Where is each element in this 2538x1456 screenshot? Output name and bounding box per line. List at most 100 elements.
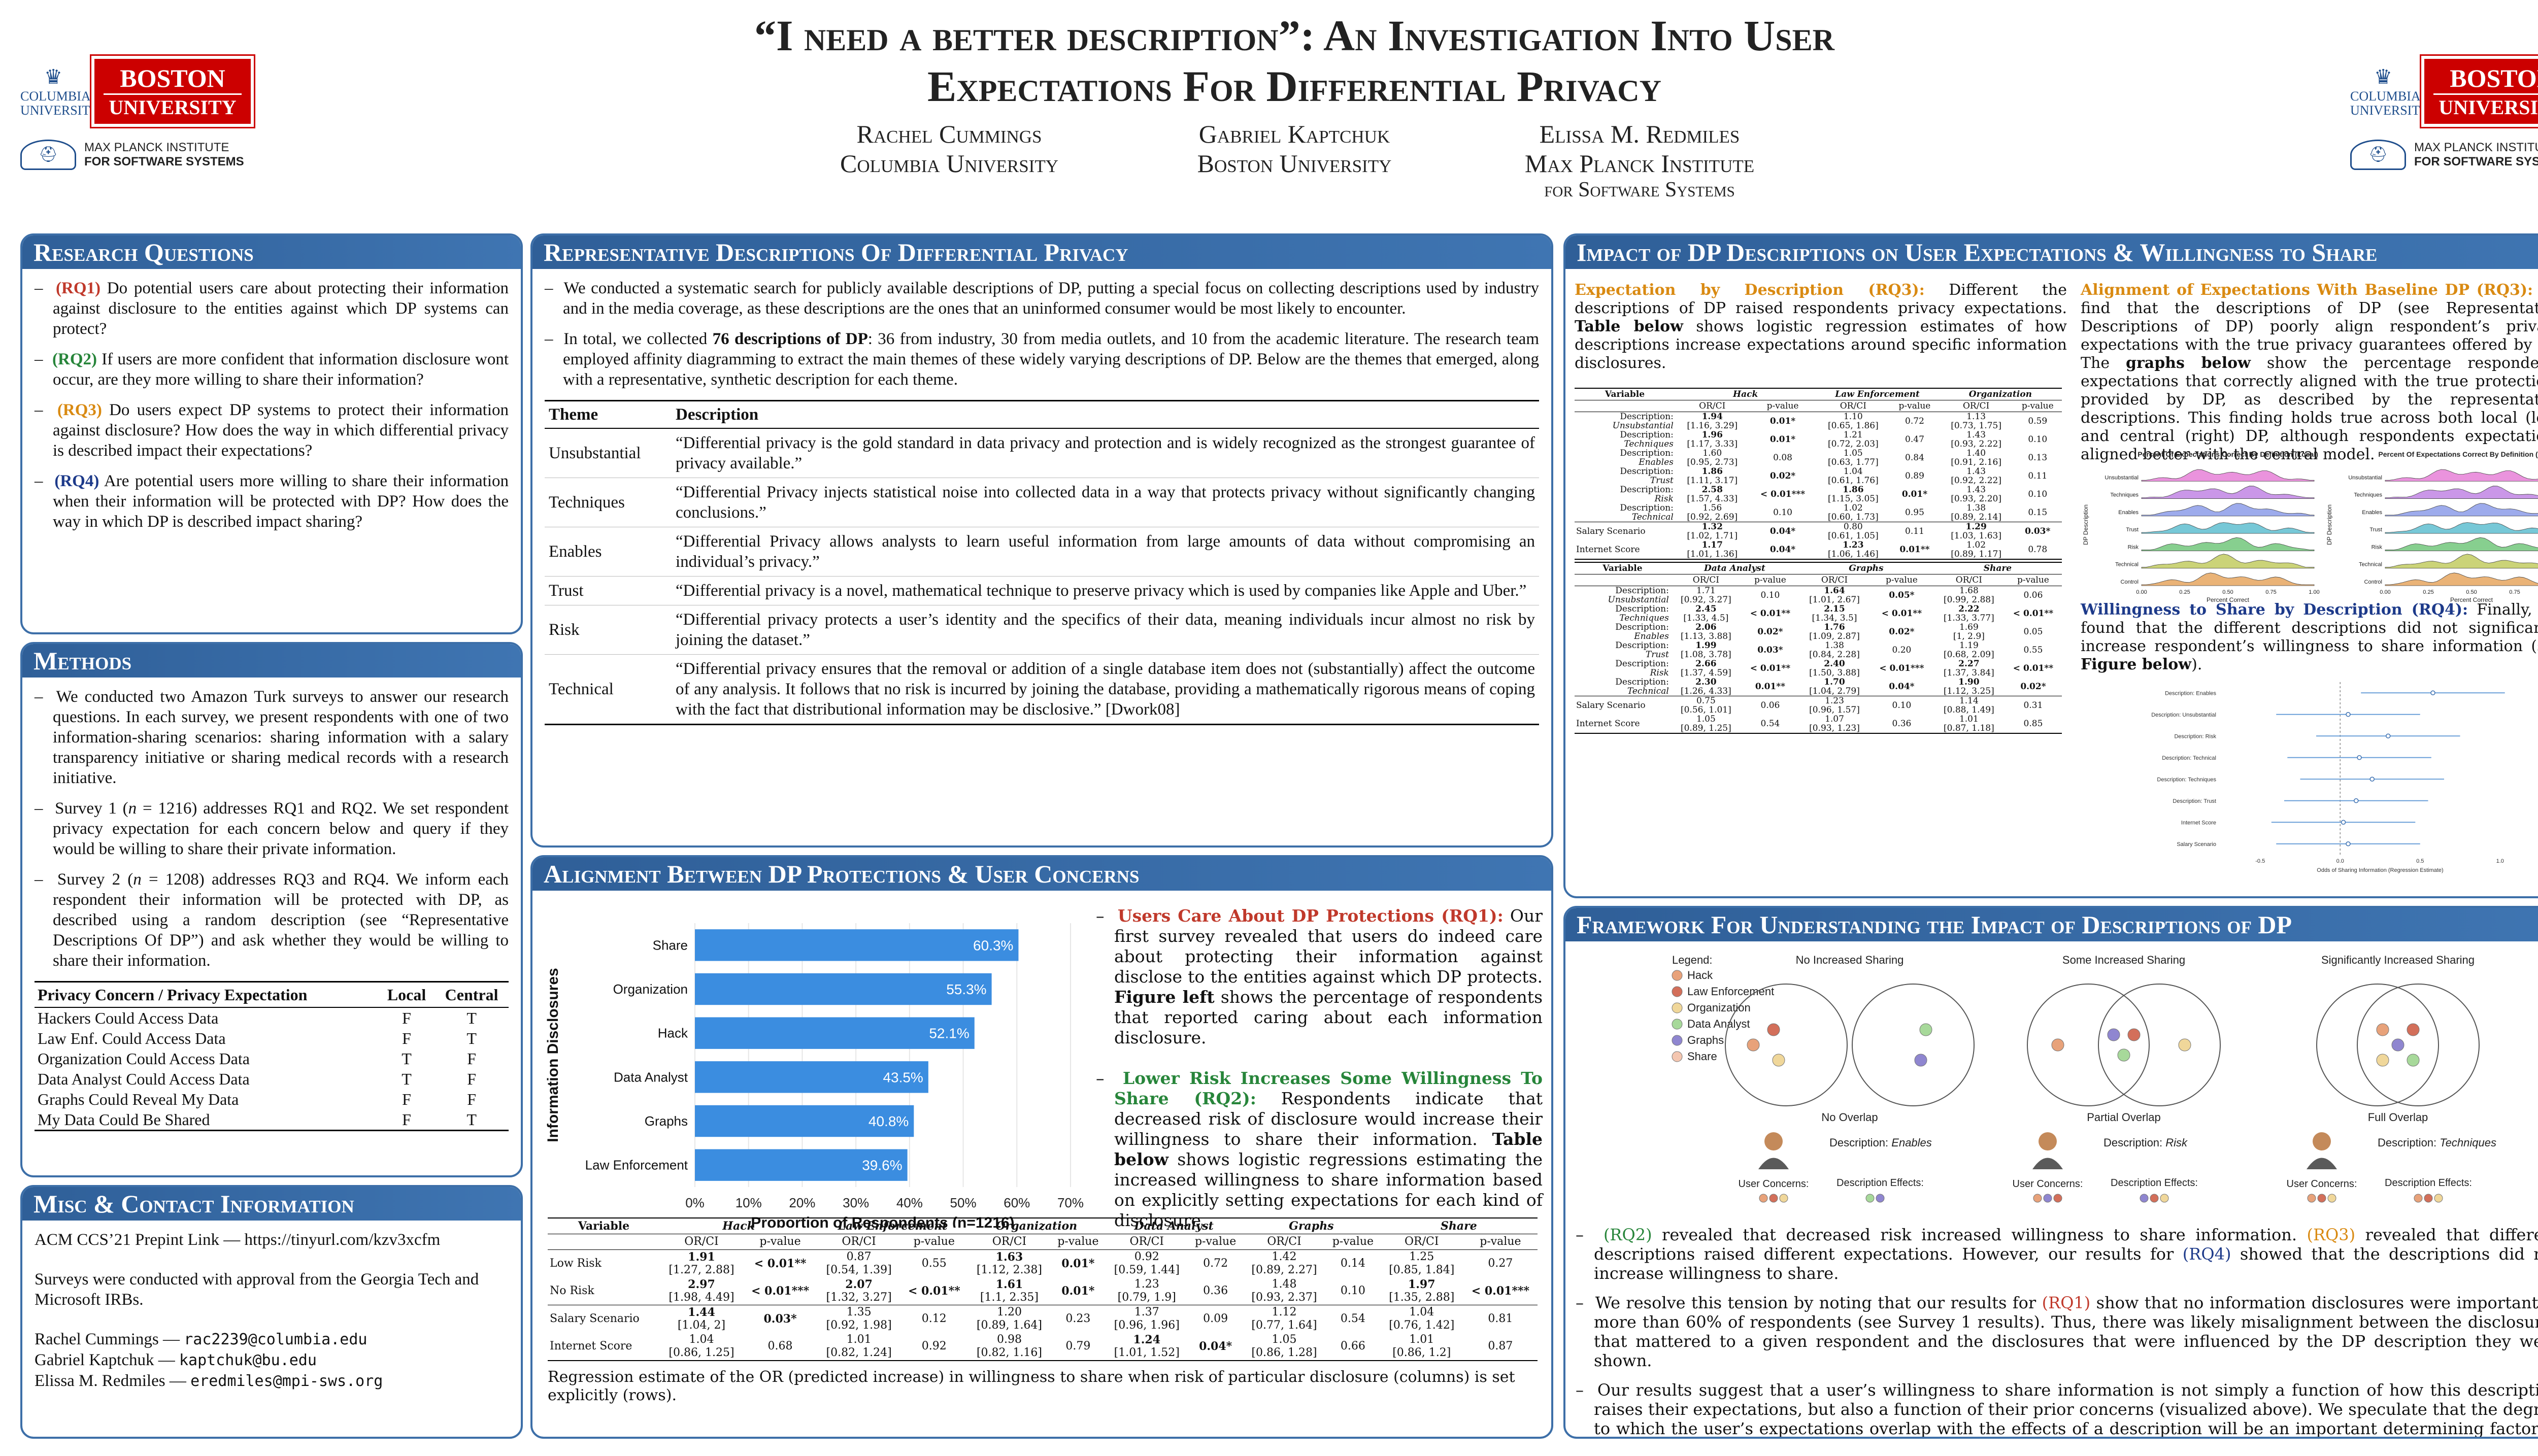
bar-value-label: 43.5% — [883, 1069, 923, 1085]
concern-dot — [1779, 1194, 1788, 1203]
x-tick-label: 20% — [789, 1195, 815, 1210]
or-ci-cell: 1.68 [0.99, 2.88] — [1943, 586, 1994, 605]
or-ci-cell: 1.01 [0.82, 1.24] — [817, 1333, 901, 1361]
sub-header: p-value — [1188, 1234, 1243, 1250]
preprint-link[interactable]: ACM CCS’21 Prepint Link — https://tinyur… — [35, 1231, 441, 1249]
forest-x-tick: -0.5 — [2255, 858, 2265, 864]
sub-header: OR/CI — [967, 1234, 1051, 1250]
or-ci-cell: 1.14 [0.88, 1.49] — [1943, 696, 1994, 715]
ridge-x-tick: 1.00 — [2309, 589, 2319, 595]
estimate-point — [2357, 755, 2362, 760]
row-label: Description: Unsubstantial — [1608, 586, 1669, 605]
venn-circle-concerns — [2027, 984, 2150, 1106]
estimate-point — [2386, 733, 2391, 738]
overlap-label: Partial Overlap — [2087, 1111, 2161, 1124]
table-cell: Hackers Could Access Data — [38, 1009, 219, 1027]
table-row: Law Enf. Could Access Data F T — [35, 1028, 509, 1048]
or-ci-cell: 1.76 [1.09, 2.87] — [1809, 622, 1860, 641]
or-ci-cell: 1.07 [0.93, 1.23] — [1798, 715, 1871, 734]
row-label: Description: Technical — [1615, 677, 1669, 696]
concern-dot — [2317, 1194, 2326, 1203]
table-row: Description: Risk 2.58 [1.57, 4.33] < 0.01**… — [1575, 485, 2062, 503]
p-value-cell: 0.66 — [1325, 1333, 1380, 1361]
legend-label: Hack — [1687, 969, 1713, 981]
p-value-cell: 0.10 — [1892, 700, 1912, 710]
x-tick-label: 0% — [685, 1195, 705, 1210]
crown-icon: ♛ — [2374, 65, 2392, 88]
forest-x-tick: 0.0 — [2336, 858, 2344, 864]
email-link[interactable]: kaptchuk@bu.edu — [179, 1351, 317, 1369]
irb-note: Surveys were conducted with approval fro… — [35, 1270, 479, 1309]
p-value-cell: 0.55 — [2023, 645, 2043, 655]
legend-title: Legend: — [1672, 954, 1713, 966]
email-link[interactable]: eredmiles@mpi-sws.org — [190, 1372, 383, 1390]
sub-header: OR/CI — [659, 1234, 743, 1250]
author-kaptchuk: Gabriel Kaptchuk Boston University — [1197, 120, 1392, 178]
column-header: Hack — [659, 1217, 818, 1234]
description-label: Description: Risk — [2103, 1136, 2188, 1149]
table-cell: T — [466, 1009, 477, 1027]
legend-swatch — [1672, 1035, 1683, 1046]
or-ci-cell: 1.29 [1.03, 1.63] — [1951, 522, 2001, 541]
table-row: No Risk 2.97 [1.98, 4.49] < 0.01*** 2.07 [1.3… — [548, 1277, 1538, 1305]
overlap-label: No Overlap — [1821, 1111, 1878, 1124]
table-row: Description: Trust 1.86 [1.11, 3.17] 0.02* 1.… — [1575, 467, 2062, 485]
or-ci-cell: 1.01 [0.87, 1.18] — [1933, 715, 2005, 734]
user-icon — [2313, 1132, 2331, 1150]
framework-panel: Framework For Understanding the Impact o… — [1563, 906, 2538, 1439]
p-value-cell: 0.12 — [900, 1305, 968, 1333]
density-ridge — [2141, 522, 2315, 534]
or-ci-cell: 2.15 [1.34, 3.5] — [1812, 604, 1857, 623]
table-row: Description: Techniques 2.45 [1.33, 4.5] < 0… — [1575, 604, 2062, 623]
p-value-cell: < 0.01** — [908, 1284, 960, 1298]
table-cell: T — [466, 1029, 477, 1047]
bar — [695, 1017, 975, 1049]
forest-row-label: Description: Technical — [2162, 755, 2216, 761]
effect-dot — [2140, 1194, 2149, 1203]
panel-heading: Research Questions — [22, 235, 521, 269]
or-ci-cell: 1.24 [1.01, 1.52] — [1105, 1333, 1189, 1361]
p-value-cell: 0.15 — [2028, 507, 2048, 518]
density-ridge — [2141, 486, 2315, 499]
estimate-point — [2369, 776, 2375, 782]
email-link[interactable]: rac2239@columbia.edu — [184, 1331, 368, 1348]
description-label: Description: Enables — [1829, 1136, 1932, 1149]
bar — [695, 1105, 914, 1137]
or-ci-cell: 1.10 [0.65, 1.86] — [1827, 412, 1879, 431]
row-label: Description: Risk — [1620, 485, 1674, 504]
concern-dot — [2117, 1048, 2130, 1062]
row-label: Description: Trust — [1615, 640, 1669, 660]
rq1-item: – (RQ1) Do potential users care about pr… — [35, 279, 509, 338]
effect-dot — [1865, 1194, 1875, 1203]
theme-name: Trust — [545, 576, 672, 605]
table-cell: Data Analyst Could Access Data — [38, 1070, 250, 1088]
user-concerns-label: User Concerns: — [2287, 1178, 2357, 1190]
theme-name: Technical — [545, 654, 672, 725]
panel-heading: Representative Descriptions Of Different… — [532, 235, 1551, 269]
p-value-cell: 0.59 — [2028, 416, 2048, 426]
row-label: Internet Score — [1575, 715, 1671, 734]
or-ci-cell: 1.71 [0.92, 3.27] — [1680, 586, 1731, 605]
density-ridge — [2385, 537, 2538, 551]
table-row: Description: Technical 2.30 [1.26, 4.33] 0.0… — [1575, 678, 2062, 696]
sub-header: OR/CI — [1243, 1234, 1326, 1250]
framework-diagram: Legend: Hack Law Enforcement Organization Da… — [1576, 949, 2538, 1212]
bar — [695, 1061, 928, 1093]
p-value-cell: 0.03* — [1757, 645, 1783, 655]
user-body-icon — [2307, 1158, 2337, 1169]
p-value-cell: 0.10 — [1340, 1284, 1365, 1297]
p-value-cell: 0.85 — [2004, 715, 2062, 734]
legend-label: Law Enforcement — [1687, 985, 1774, 998]
p-value-cell: 0.02* — [1889, 627, 1915, 637]
row-label: No Risk — [550, 1284, 594, 1297]
ridge-row-label: Enables — [2118, 510, 2139, 516]
concern-dot — [1759, 1194, 1768, 1203]
ridge-row-label: Trust — [2369, 527, 2382, 533]
legend-swatch — [1672, 1002, 1683, 1013]
or-ci-cell: 1.96 [1.17, 3.33] — [1687, 430, 1738, 449]
user-body-icon — [2032, 1158, 2063, 1169]
legend-swatch — [1672, 1019, 1683, 1030]
user-body-icon — [1758, 1158, 1789, 1169]
p-value-cell: 0.01* — [1769, 416, 1796, 426]
rq2-item: – (RQ2) If users are more confident that… — [35, 350, 509, 389]
